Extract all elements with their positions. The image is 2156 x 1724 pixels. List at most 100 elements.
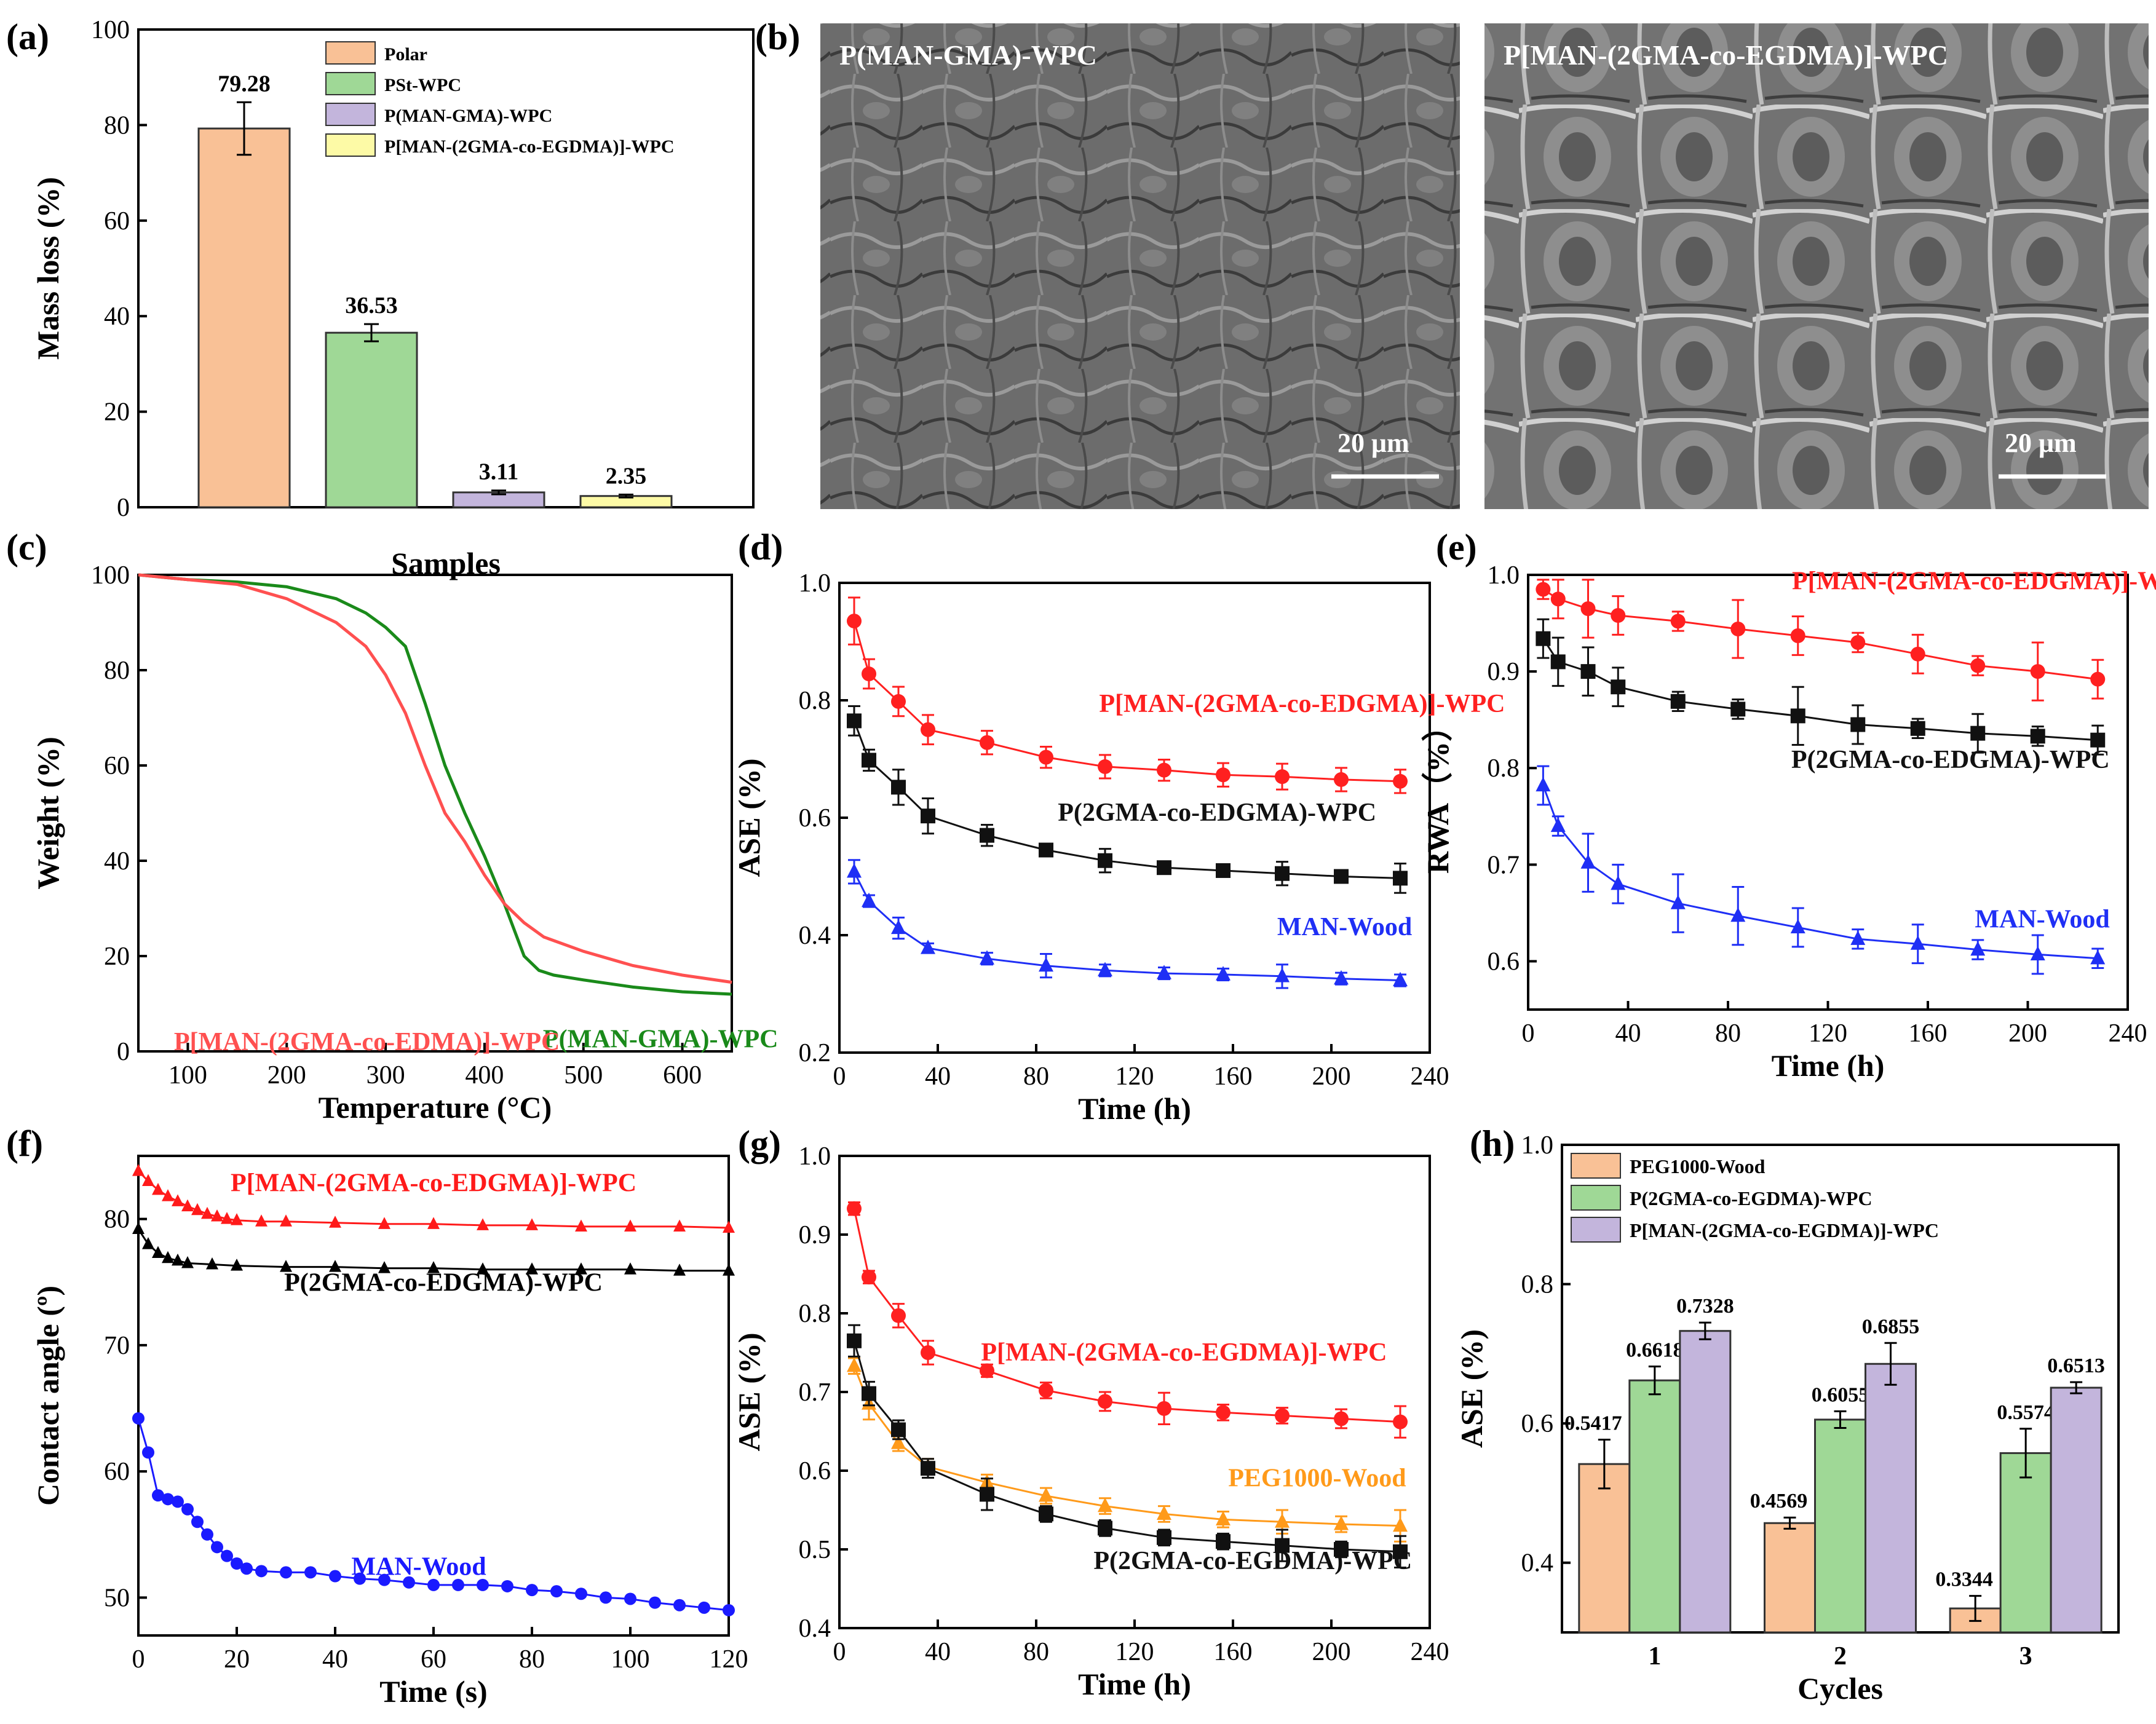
data-point: [255, 1565, 268, 1578]
y-tick-label: 40: [104, 302, 130, 331]
data-point: [354, 1572, 366, 1585]
data-label: 0.5417: [1564, 1412, 1622, 1435]
data-point: [1393, 1414, 1408, 1429]
data-point: [1098, 962, 1112, 976]
y-tick-label: 0.9: [1488, 658, 1520, 686]
x-tick-label: 240: [2109, 1019, 2147, 1048]
scale-bar-left-label: 20 μm: [1338, 428, 1409, 458]
data-point: [172, 1194, 184, 1206]
x-tick-label: 60: [421, 1645, 446, 1674]
chart-e: 0 40 80 120 160 200 240 0.6 0.7 0.8 0.9 1.0 Time (h)…: [1421, 561, 2156, 1083]
sem-right-title: P[MAN-(2GMA-co-EGDMA)]-WPC: [1504, 39, 1948, 71]
series-label: P[MAN-(2GMA-co-EGDMA)]-WPC: [981, 1338, 1387, 1367]
data-point: [152, 1246, 164, 1259]
x-tick-label: 40: [322, 1645, 348, 1674]
data-point: [162, 1251, 174, 1263]
bar: [1764, 1522, 1816, 1634]
data-point: [329, 1260, 341, 1272]
series-1: P(2GMA-co-EDGMA)-WPC: [847, 705, 1408, 894]
data-point: [304, 1566, 317, 1579]
x-tick-label: 300: [367, 1061, 405, 1089]
legend-swatch: [325, 72, 376, 95]
data-label: 0.6855: [1862, 1315, 1920, 1338]
panel-label-h: (h): [1470, 1123, 1515, 1164]
data-point: [1790, 628, 1805, 643]
x-tick-label: 120: [1116, 1062, 1154, 1091]
series-2: MAN-Wood: [1536, 765, 2110, 975]
data-point: [477, 1218, 489, 1230]
data-point: [1670, 694, 1686, 709]
legend-swatch: [325, 41, 376, 65]
data-point: [723, 1263, 735, 1276]
chart-d: 0 40 80 120 160 200 240 0.2 0.4 0.6 0.8 1.0 Time (h)…: [732, 569, 1505, 1126]
y-tick-label: 0.6: [799, 1457, 831, 1485]
data-point: [862, 666, 876, 682]
y-tick-label: 20: [104, 943, 130, 971]
panel-label-c: (c): [6, 527, 47, 567]
data-point: [575, 1219, 587, 1232]
bar: [2050, 1386, 2102, 1634]
y-axis-label: Weight (%): [31, 737, 65, 890]
legend-text: P(MAN-GMA)-WPC: [384, 106, 552, 126]
data-point: [378, 1217, 390, 1229]
y-tick-label: 0.9: [799, 1221, 831, 1249]
y-tick-label: 80: [104, 1206, 130, 1234]
data-point: [1039, 1487, 1053, 1502]
data-point: [2090, 732, 2106, 748]
series-label: P[MAN-(2GMA-co-EDGMA)]-WPC: [231, 1169, 636, 1197]
x-tick-label: 1: [1648, 1642, 1661, 1671]
panel-label-f: (f): [6, 1123, 43, 1164]
data-point: [1334, 869, 1349, 884]
data-label: 0.5574: [1997, 1401, 2055, 1424]
data-point: [526, 1262, 538, 1275]
data-point: [378, 1573, 390, 1586]
data-point: [847, 863, 862, 878]
data-point: [1157, 1530, 1171, 1545]
x-tick-label: 100: [611, 1645, 650, 1674]
data-point: [1393, 871, 1408, 886]
data-point: [1393, 971, 1408, 987]
series-0: P[MAN-(2GMA-co-EDGMA)]-WPC: [847, 596, 1505, 794]
data-point: [1275, 866, 1290, 881]
y-axis-label: Contact angle (º): [31, 1286, 65, 1506]
x-tick-label: 500: [564, 1061, 603, 1089]
data-point: [1536, 582, 1551, 597]
data-point: [1334, 1542, 1349, 1557]
data-point: [921, 1461, 935, 1476]
y-tick-label: 0.8: [1488, 754, 1520, 783]
panel-label-e: (e): [1436, 527, 1477, 567]
x-axis-label: Time (s): [379, 1674, 487, 1709]
x-tick-label: 200: [1312, 1062, 1351, 1091]
data-point: [980, 828, 994, 843]
bar: [325, 331, 418, 508]
data-point: [1970, 726, 1986, 741]
data-point: [1910, 935, 1925, 950]
chart-f: 0 20 40 60 80 100 120 50 60 70 80 Time (s) Contact a…: [31, 1155, 748, 1709]
data-point: [201, 1528, 213, 1541]
y-tick-label: 1.0: [799, 1142, 831, 1171]
x-tick-label: 200: [1312, 1638, 1351, 1666]
y-tick-label: 80: [104, 111, 130, 140]
x-tick-label: 0: [1522, 1019, 1535, 1048]
bar: [1814, 1418, 1866, 1634]
bar: [1628, 1379, 1681, 1634]
data-point: [181, 1255, 194, 1268]
data-point: [1536, 631, 1551, 646]
series-label: P[MAN-(2GMA-co-EDGMA)]-WPC: [1792, 567, 2156, 596]
data-label: 36.53: [345, 293, 398, 318]
y-tick-label: 50: [104, 1584, 130, 1612]
data-point: [172, 1495, 184, 1508]
legend-text: P[MAN-(2GMA-co-EGDMA)]-WPC: [384, 136, 675, 157]
chart-h: 0.4 0.6 0.8 1.0 Cycles ASE (%) 1 0.5417 0.6618 0.…: [1454, 1131, 2120, 1706]
x-tick-label: 80: [1023, 1638, 1049, 1666]
series-line: [1542, 785, 2098, 960]
data-point: [847, 614, 862, 629]
data-point: [231, 1259, 243, 1271]
data-point: [2030, 729, 2045, 744]
data-point: [280, 1214, 292, 1227]
x-tick-label: 160: [1214, 1638, 1253, 1666]
data-point: [624, 1262, 636, 1275]
plot-frame: [137, 28, 755, 508]
data-point: [1393, 1544, 1408, 1559]
